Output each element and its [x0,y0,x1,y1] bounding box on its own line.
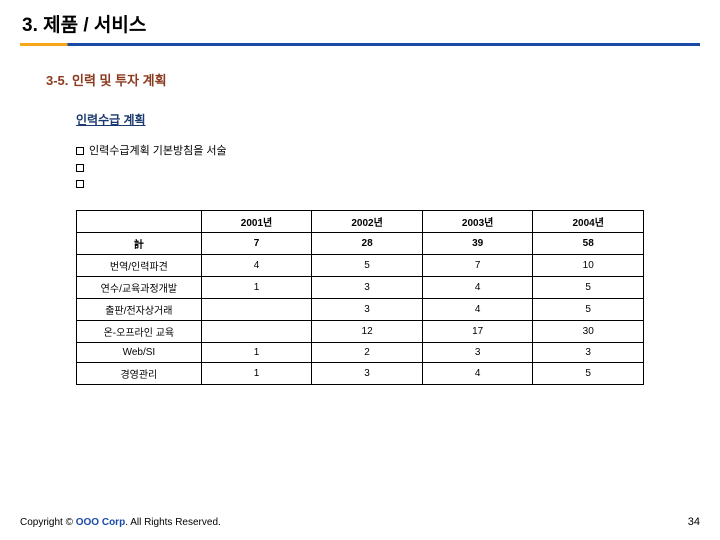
cell: 58 [533,233,644,255]
cell: 5 [533,299,644,321]
cell: 4 [422,363,533,385]
cell: 30 [533,321,644,343]
title-underline [20,43,700,46]
bullet-item [76,162,720,174]
cell: 3 [312,277,423,299]
cell: 12 [312,321,423,343]
row-label: 출판/전자상거래 [77,299,202,321]
bullet-item [76,178,720,190]
subtitle: 3-5. 인력 및 투자 계획 [46,70,720,89]
square-icon [76,164,84,172]
copyright-prefix: Copyright © [20,517,76,528]
row-label: 연수/교육과정개발 [77,277,202,299]
cell: 28 [312,233,423,255]
cell: 4 [422,277,533,299]
cell: 10 [533,255,644,277]
table-row: Web/SI1233 [77,343,644,363]
copyright-suffix: . All Rights Reserved. [125,517,221,528]
bullet-item: 인력수급계획 기본방침을 서술 [76,142,720,158]
cell: 1 [201,363,312,385]
cell: 7 [422,255,533,277]
cell: 4 [422,299,533,321]
table-row: 計7283958 [77,233,644,255]
page-title: 3. 제품 / 서비스 [0,0,720,43]
table-row: 번역/인력파견45710 [77,255,644,277]
table-header-row: 2001년 2002년 2003년 2004년 [77,211,644,233]
cell: 5 [533,363,644,385]
square-icon [76,147,84,155]
cell: 5 [312,255,423,277]
cell: 5 [533,277,644,299]
cell [201,321,312,343]
cell: 17 [422,321,533,343]
cell: 4 [201,255,312,277]
square-icon [76,180,84,188]
table-row: 온-오프라인 교육 121730 [77,321,644,343]
cell: 7 [201,233,312,255]
corp-name: OOO Corp [76,517,125,528]
cell: 3 [533,343,644,363]
cell: 3 [312,299,423,321]
cell [201,299,312,321]
col-header [77,211,202,233]
bullet-list: 인력수급계획 기본방침을 서술 [76,142,720,190]
row-label: 計 [77,233,202,255]
col-header: 2003년 [422,211,533,233]
cell: 2 [312,343,423,363]
section-head: 인력수급 계획 [76,111,720,128]
col-header: 2002년 [312,211,423,233]
cell: 3 [422,343,533,363]
cell: 3 [312,363,423,385]
row-label: Web/SI [77,343,202,363]
table-row: 경영관리1345 [77,363,644,385]
table-row: 연수/교육과정개발1345 [77,277,644,299]
row-label: 온-오프라인 교육 [77,321,202,343]
bullet-text: 인력수급계획 기본방침을 서술 [89,145,227,157]
table-row: 출판/전자상거래 345 [77,299,644,321]
col-header: 2001년 [201,211,312,233]
row-label: 번역/인력파견 [77,255,202,277]
row-label: 경영관리 [77,363,202,385]
col-header: 2004년 [533,211,644,233]
cell: 1 [201,277,312,299]
cell: 1 [201,343,312,363]
plan-table: 2001년 2002년 2003년 2004년 計7283958번역/인력파견4… [76,210,644,385]
cell: 39 [422,233,533,255]
footer: Copyright © OOO Corp. All Rights Reserve… [20,517,700,528]
page-number: 34 [688,516,700,528]
